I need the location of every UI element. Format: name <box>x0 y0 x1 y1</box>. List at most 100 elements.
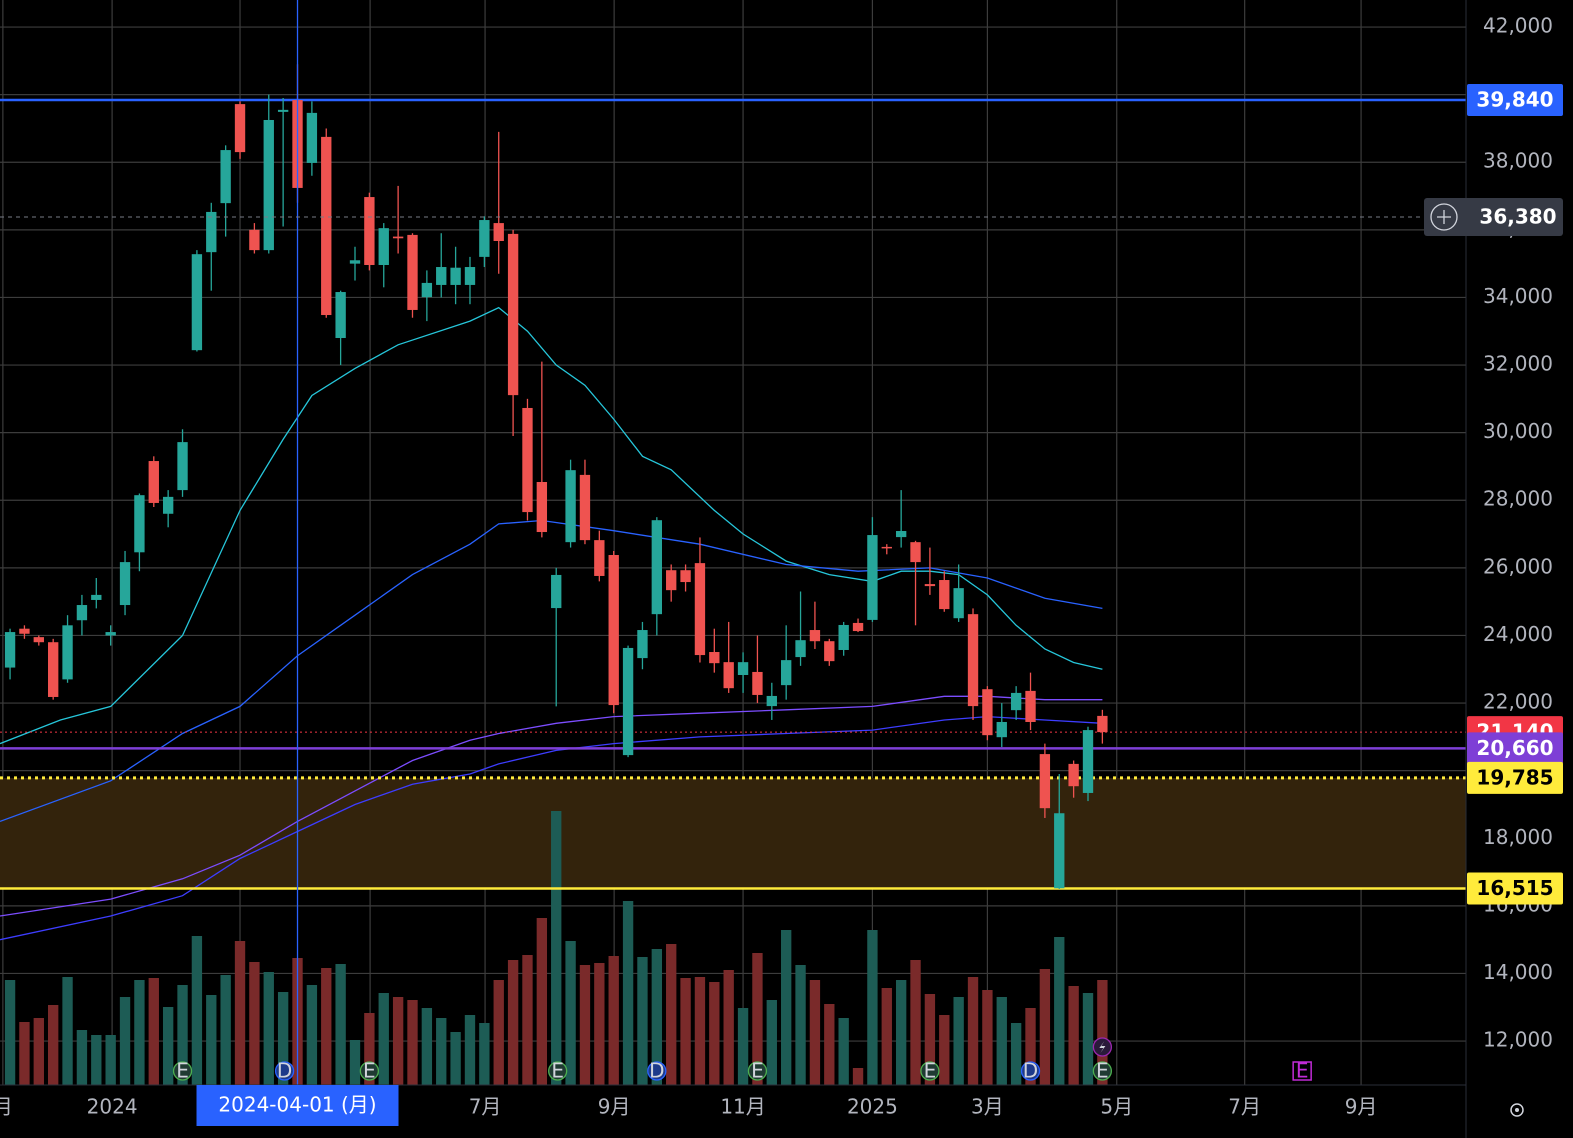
event-marker[interactable] <box>647 1061 667 1081</box>
volume-bar <box>594 963 605 1085</box>
candle-body <box>809 630 821 642</box>
event-marker[interactable] <box>359 1061 380 1081</box>
candle-body <box>1039 754 1051 809</box>
candle-body <box>191 254 203 351</box>
event-marker[interactable] <box>1292 1061 1312 1081</box>
candle-body <box>781 660 792 686</box>
volume-bar <box>62 977 73 1085</box>
settings-icon[interactable] <box>1510 1103 1524 1117</box>
event-marker[interactable] <box>1092 1061 1113 1081</box>
price-badge-label: 19,785 <box>1476 765 1553 789</box>
y-tick-label: 12,000 <box>1483 1028 1553 1052</box>
y-tick-label: 30,000 <box>1483 419 1553 443</box>
volume-bar <box>177 985 188 1085</box>
candle-body <box>522 407 533 513</box>
event-marker[interactable] <box>172 1061 193 1081</box>
candle-body <box>392 236 404 239</box>
volume-bar <box>608 956 619 1085</box>
event-marker[interactable] <box>548 1061 568 1081</box>
volume-bar <box>536 918 548 1085</box>
volume-bar <box>1039 969 1051 1085</box>
event-marker[interactable] <box>274 1061 295 1081</box>
volume-bar <box>996 997 1007 1085</box>
volume-bar <box>1068 986 1079 1085</box>
candle-body <box>4 632 16 668</box>
candle-body <box>479 220 490 257</box>
volume-bar <box>565 941 576 1085</box>
event-label: E <box>1296 1059 1309 1083</box>
news-icon <box>1099 1041 1106 1053</box>
price-badge-label: 39,840 <box>1476 88 1553 112</box>
candle-body <box>450 267 461 285</box>
volume-bar <box>795 965 806 1085</box>
candle-body <box>1025 690 1036 722</box>
volume-bar <box>709 982 720 1085</box>
volume-bar <box>1025 1008 1036 1085</box>
event-marker[interactable] <box>747 1061 768 1081</box>
candle-body <box>263 119 274 251</box>
moving-average <box>0 519 1103 823</box>
volume-bar <box>1097 980 1108 1085</box>
x-tick-label: 5月 <box>1100 1095 1133 1119</box>
x-tick-label: 月 <box>0 1095 13 1119</box>
volume-bar <box>321 968 332 1085</box>
volume-bar <box>737 1008 749 1085</box>
candle-body <box>910 542 921 563</box>
volume-bar <box>522 955 533 1085</box>
volume-bar <box>450 1032 461 1085</box>
candle-body <box>1068 763 1079 787</box>
volume-bar <box>148 978 159 1085</box>
x-tick-label: 7月 <box>1228 1095 1261 1119</box>
price-badge <box>1467 84 1563 117</box>
y-tick-label: 26,000 <box>1483 554 1553 578</box>
volume-bar <box>867 930 878 1085</box>
candle-body <box>594 540 605 576</box>
candle-body <box>134 495 145 553</box>
price-axis <box>1466 0 1573 1138</box>
volume-bar <box>579 965 591 1085</box>
volume-bar <box>809 980 821 1085</box>
x-tick-label: 9月 <box>598 1095 631 1119</box>
volume-bar <box>694 977 706 1085</box>
volume-bar <box>637 957 648 1085</box>
volume-bar <box>277 992 289 1085</box>
volume-bar <box>349 1040 361 1085</box>
y-tick-label: 32,000 <box>1483 352 1553 376</box>
candle-body <box>723 662 734 689</box>
volume-bar <box>421 1008 433 1085</box>
add-alert-button[interactable] <box>1430 203 1458 231</box>
candle-body <box>119 562 131 606</box>
volume-bar <box>1082 993 1094 1085</box>
event-label: E <box>924 1059 937 1083</box>
candle-body <box>551 574 562 609</box>
volume-bar <box>91 1035 102 1085</box>
moving-average <box>0 695 1103 917</box>
y-tick-label: 18,000 <box>1483 825 1553 849</box>
volume-bar <box>48 1005 59 1085</box>
volume-bar <box>680 978 691 1085</box>
volume-bar <box>306 985 318 1085</box>
crosshair-y-badge <box>1424 198 1563 236</box>
x-tick-label: 7月 <box>469 1095 502 1119</box>
event-marker[interactable] <box>1020 1061 1041 1081</box>
candle-body <box>76 605 88 621</box>
candle-body <box>694 563 706 656</box>
candle-body <box>867 535 878 620</box>
candle-body <box>507 233 519 396</box>
volume-bar <box>838 1018 849 1085</box>
y-tick-label: 34,000 <box>1483 284 1553 308</box>
candle-body <box>234 104 246 153</box>
event-marker[interactable] <box>920 1061 940 1081</box>
volume-bar <box>220 975 231 1085</box>
y-tick-label: 28,000 <box>1483 487 1553 511</box>
y-tick-label: 22,000 <box>1483 690 1553 714</box>
price-badge <box>1467 872 1563 905</box>
volume-bar <box>895 980 907 1085</box>
volume-bar <box>407 1000 418 1085</box>
event-label: E <box>551 1059 564 1083</box>
volume-bar <box>4 980 16 1085</box>
volume-bar <box>191 936 203 1085</box>
volume-bar <box>436 1018 447 1085</box>
candle-body <box>378 228 389 265</box>
